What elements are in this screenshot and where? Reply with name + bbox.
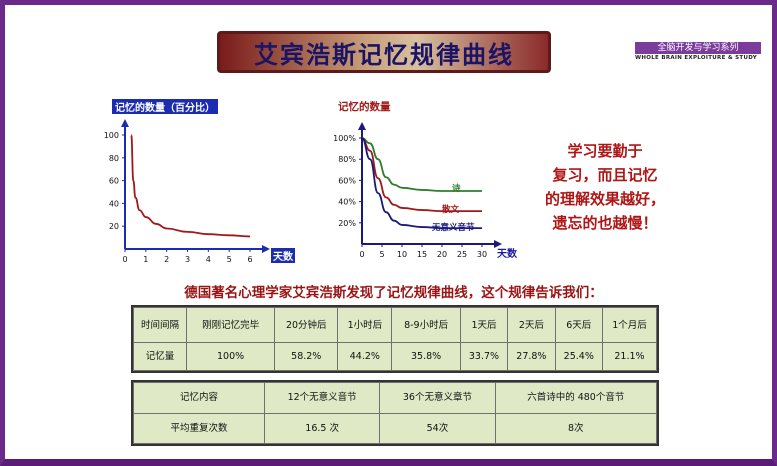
y-tick-label: 60 xyxy=(109,177,119,186)
x-axis-arrow xyxy=(262,245,270,253)
repetition-table: 记忆内容 12个无意义音节 36个无意义章节 六首诗中的 480个音节 平均重复… xyxy=(131,380,659,446)
y-tick-label: 20 xyxy=(109,222,119,231)
table-cell: 33.7% xyxy=(459,342,509,371)
series-label-prose: 散文 xyxy=(442,205,460,215)
y-tick-label: 80 xyxy=(109,154,119,163)
tip-line: 遗忘的也越慢！ xyxy=(552,214,658,232)
table-cell: 21.1% xyxy=(601,342,658,371)
table-cell: 记忆内容 xyxy=(133,382,265,414)
table-cell: 100% xyxy=(185,342,276,371)
y-tick-label: 80% xyxy=(338,155,356,164)
series-label-poem: 诗 xyxy=(452,184,461,194)
chart1-x-axis-label: 天数 xyxy=(271,248,295,263)
table-cell: 44.2% xyxy=(337,342,393,371)
table-cell: 58.2% xyxy=(274,342,339,371)
x-tick-label: 25 xyxy=(457,250,467,259)
table-cell: 8-9小时后 xyxy=(391,307,461,343)
table-cell: 六首诗中的 480个音节 xyxy=(494,382,658,414)
y-tick-label: 20% xyxy=(338,219,356,228)
table-cell: 记忆量 xyxy=(133,342,187,371)
series-line-散文 xyxy=(361,137,482,213)
tip-line: 的理解效果越好， xyxy=(544,190,665,208)
y-tick-label: 40% xyxy=(338,198,356,207)
table-row: 记忆量 100% 58.2% 44.2% 35.8% 33.7% 27.8% 2… xyxy=(133,342,658,371)
tip-line: 复习，而且记忆 xyxy=(552,166,658,184)
table-cell: 27.8% xyxy=(507,342,556,371)
y-tick-label: 40 xyxy=(109,199,119,208)
table-cell: 6天后 xyxy=(554,307,603,343)
table-cell: 平均重复次数 xyxy=(133,412,265,444)
table-cell: 2天后 xyxy=(507,307,556,343)
tip-line: 学习要勤于 xyxy=(567,142,643,160)
chart2-title: 记忆的数量 xyxy=(338,101,391,113)
table-cell: 1小时后 xyxy=(337,307,393,343)
table-row: 时间间隔 刚刚记忆完毕 20分钟后 1小时后 8-9小时后 1天后 2天后 6天… xyxy=(133,307,658,343)
series-subtitle: WHOLE BRAIN EXPLOITURE & STUDY xyxy=(635,55,757,61)
series-line-无意义音节 xyxy=(361,137,482,230)
y-tick-label: 100 xyxy=(104,131,119,140)
tip-text: 学习要勤于 复习，而且记忆 的理解效果越好， 遗忘的也越慢！ xyxy=(525,139,685,235)
x-tick-label: 6 xyxy=(247,255,252,264)
x-tick-label: 10 xyxy=(397,250,407,259)
table-cell: 36个无意义章节 xyxy=(379,382,496,414)
retention-table: 时间间隔 刚刚记忆完毕 20分钟后 1小时后 8-9小时后 1天后 2天后 6天… xyxy=(131,305,659,373)
table-row: 记忆内容 12个无意义音节 36个无意义章节 六首诗中的 480个音节 xyxy=(133,382,658,414)
y-axis-arrow xyxy=(121,119,129,127)
x-tick-label: 30 xyxy=(477,250,487,259)
x-tick-label: 15 xyxy=(417,250,427,259)
chart1-title: 记忆的数量（百分比） xyxy=(112,99,218,114)
y-axis-arrow xyxy=(358,122,366,130)
table-cell: 20分钟后 xyxy=(274,307,339,343)
table-cell: 25.4% xyxy=(554,342,603,371)
x-tick-label: 1 xyxy=(143,255,148,264)
table-cell: 8次 xyxy=(494,412,658,444)
table-cell: 12个无意义音节 xyxy=(263,382,381,414)
x-tick-label: 20 xyxy=(437,250,447,259)
table-cell: 刚刚记忆完毕 xyxy=(185,307,276,343)
x-tick-label: 2 xyxy=(164,255,169,264)
x-tick-label: 5 xyxy=(227,255,232,264)
x-tick-label: 0 xyxy=(122,255,127,264)
x-tick-label: 4 xyxy=(206,255,211,264)
chart2-x-axis-label: 天数 xyxy=(497,249,517,260)
title-banner: 艾宾浩斯记忆规律曲线 xyxy=(217,31,551,73)
page-title: 艾宾浩斯记忆规律曲线 xyxy=(254,40,514,69)
y-tick-label: 100% xyxy=(333,134,356,143)
table-cell: 1个月后 xyxy=(601,307,658,343)
x-tick-label: 0 xyxy=(359,250,364,259)
table-row: 平均重复次数 16.5 次 54次 8次 xyxy=(133,412,658,444)
series-badge: 全脑开发与学习系列 xyxy=(635,42,761,54)
y-tick-label: 60% xyxy=(338,176,356,185)
table-cell: 时间间隔 xyxy=(133,307,187,343)
table-cell: 35.8% xyxy=(391,342,461,371)
series-line-诗 xyxy=(361,137,482,192)
table-cell: 16.5 次 xyxy=(263,412,381,444)
table-cell: 54次 xyxy=(379,412,496,444)
x-tick-label: 3 xyxy=(185,255,190,264)
series-label-syllables: 无意义音节 xyxy=(432,223,475,233)
table-cell: 1天后 xyxy=(459,307,509,343)
x-tick-label: 5 xyxy=(379,250,384,259)
series-line xyxy=(130,134,251,238)
description: 德国著名心理学家艾宾浩斯发现了记忆规律曲线，这个规律告诉我们： xyxy=(184,285,603,301)
